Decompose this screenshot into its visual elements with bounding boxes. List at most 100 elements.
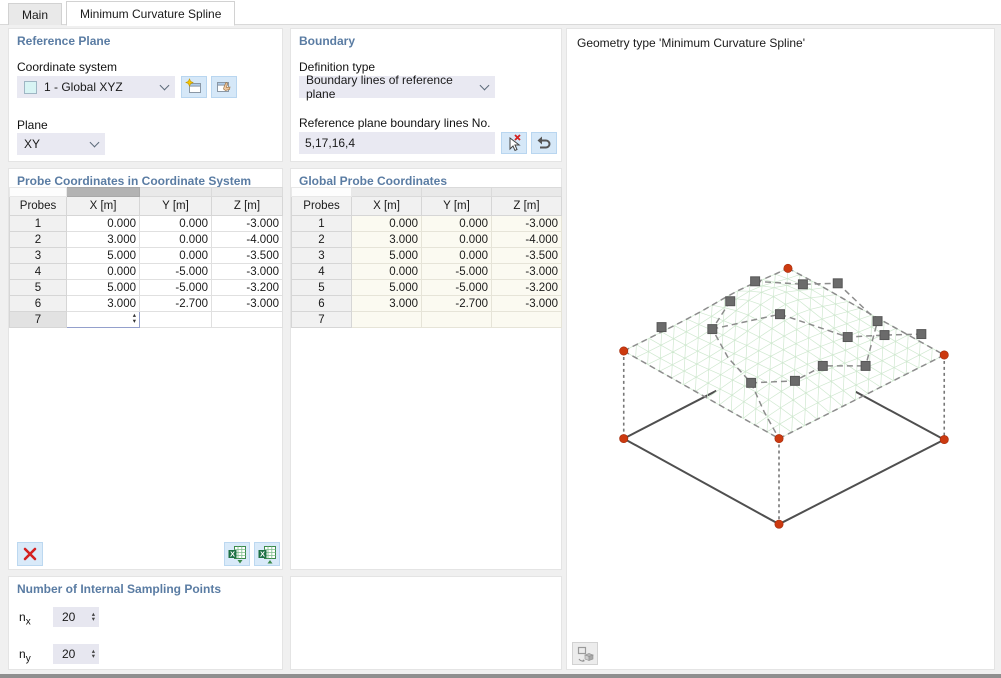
window-edit-hand-icon bbox=[217, 82, 231, 92]
tab-minimum-curvature-spline[interactable]: Minimum Curvature Spline bbox=[66, 1, 236, 26]
probe-row-number: 4 bbox=[291, 263, 352, 280]
probe-cell: -3.000 bbox=[491, 295, 562, 312]
probe-cell[interactable]: -3.000 bbox=[211, 215, 283, 232]
probe-cell[interactable] bbox=[211, 311, 283, 328]
export-excel-button[interactable]: X bbox=[224, 542, 250, 566]
probe-cell: 3.000 bbox=[351, 295, 422, 312]
probe-cell[interactable]: -5.000 bbox=[139, 279, 212, 296]
nx-stepper[interactable]: 20 ▴ ▾ bbox=[53, 607, 99, 627]
probe-cell[interactable]: -3.000 bbox=[211, 295, 283, 312]
edit-coordinate-system-button[interactable] bbox=[211, 76, 237, 98]
new-coordinate-system-button[interactable] bbox=[181, 76, 207, 98]
window-bottom-edge bbox=[0, 674, 1001, 678]
probe-cell[interactable] bbox=[139, 311, 212, 328]
probe-cell[interactable]: 0.000 bbox=[139, 215, 212, 232]
probe-row-number: 1 bbox=[291, 215, 352, 232]
probe-row-number[interactable]: 5 bbox=[9, 279, 67, 296]
delete-rows-button[interactable] bbox=[17, 542, 43, 566]
undo-arrow-icon bbox=[537, 136, 551, 149]
probe-marker bbox=[750, 276, 761, 287]
column-header[interactable]: Probes bbox=[9, 196, 67, 216]
ny-value: 20 bbox=[62, 647, 76, 661]
column-header: Y [m] bbox=[421, 196, 492, 216]
probe-cell: 0.000 bbox=[421, 231, 492, 248]
pick-lines-button[interactable] bbox=[501, 132, 527, 154]
tab-main[interactable]: Main bbox=[8, 3, 63, 25]
spinner-arrows-icon[interactable]: ▴ ▾ bbox=[91, 611, 95, 623]
corner-node-dot bbox=[774, 519, 784, 529]
definition-type-select[interactable]: Boundary lines of reference plane bbox=[299, 73, 495, 101]
probe-marker bbox=[707, 324, 718, 335]
ny-label: ny bbox=[19, 647, 31, 665]
table-row: 2 3.000 0.000 -4.000 bbox=[9, 231, 283, 248]
probe-row-number[interactable]: 4 bbox=[9, 263, 67, 280]
probe-cell[interactable]: -3.200 bbox=[211, 279, 283, 296]
probe-cell[interactable]: 0.000 bbox=[139, 231, 212, 248]
probe-row-number[interactable]: 7 bbox=[9, 311, 67, 328]
import-excel-button[interactable]: X bbox=[254, 542, 280, 566]
column-strip bbox=[421, 187, 492, 197]
spline-mesh bbox=[623, 267, 945, 439]
corner-node-dot bbox=[939, 350, 949, 360]
sampling-points-panel: Number of Internal Sampling Points nx 20… bbox=[8, 576, 283, 670]
geometry-viewport-panel[interactable]: Geometry type 'Minimum Curvature Spline' bbox=[566, 28, 995, 670]
table-row: 7 bbox=[291, 311, 562, 328]
column-header[interactable]: Y [m] bbox=[139, 196, 212, 216]
probe-cell bbox=[491, 311, 562, 328]
probe-row-number[interactable]: 1 bbox=[9, 215, 67, 232]
probe-marker bbox=[842, 332, 853, 343]
definition-type-value: Boundary lines of reference plane bbox=[306, 73, 453, 101]
spinner-arrows-icon[interactable]: ▴ ▾ bbox=[91, 648, 95, 660]
probe-cell[interactable]: 5.000 bbox=[66, 279, 140, 296]
probe-cell[interactable]: 5.000 bbox=[66, 247, 140, 264]
surface-boundary-dashed bbox=[623, 267, 789, 352]
geometry-type-title: Geometry type 'Minimum Curvature Spline' bbox=[577, 36, 805, 50]
boundary-lines-input[interactable]: 5,17,16,4 bbox=[299, 132, 495, 154]
probe-row-number[interactable]: 6 bbox=[9, 295, 67, 312]
plane-select[interactable]: XY bbox=[17, 133, 105, 155]
revert-button[interactable] bbox=[531, 132, 557, 154]
probe-cell[interactable]: 0.000 bbox=[66, 215, 140, 232]
probe-cell[interactable]: -3.000 bbox=[211, 263, 283, 280]
ny-stepper[interactable]: 20 ▴ ▾ bbox=[53, 644, 99, 664]
svg-text:X: X bbox=[230, 549, 235, 558]
chevron-down-icon bbox=[159, 80, 170, 91]
reset-view-button[interactable] bbox=[572, 642, 598, 665]
corner-node-dot bbox=[939, 435, 949, 445]
svg-text:X: X bbox=[260, 549, 265, 558]
probe-marker bbox=[872, 316, 883, 327]
probe-cell: 0.000 bbox=[421, 215, 492, 232]
column-header: Probes bbox=[291, 196, 352, 216]
spline-3d-preview[interactable] bbox=[567, 29, 994, 669]
probe-cell[interactable]: 0.000 bbox=[139, 247, 212, 264]
probe-cell[interactable]: 3.000 bbox=[66, 231, 140, 248]
probe-cell[interactable]: -2.700 bbox=[139, 295, 212, 312]
probe-cell[interactable]: 3.000 bbox=[66, 295, 140, 312]
probe-marker bbox=[860, 360, 871, 371]
probe-row-number[interactable]: 2 bbox=[9, 231, 67, 248]
table-row: 1 0.000 0.000 -3.000 bbox=[9, 215, 283, 232]
coordinate-system-select[interactable]: 1 - Global XYZ bbox=[17, 76, 175, 98]
spinner-arrows-icon[interactable]: ▴ ▾ bbox=[132, 312, 136, 325]
probe-cell[interactable]: -3.500 bbox=[211, 247, 283, 264]
probe-cell: -3.500 bbox=[491, 247, 562, 264]
interior-guide-dashed bbox=[750, 382, 780, 439]
probe-cell[interactable]: -5.000 bbox=[139, 263, 212, 280]
empty-panel bbox=[290, 576, 562, 670]
probe-coordinates-local-panel: Probe Coordinates in Coordinate System P… bbox=[8, 168, 283, 570]
coordinate-system-color-swatch bbox=[24, 80, 37, 94]
probe-cell: -4.000 bbox=[491, 231, 562, 248]
probe-cell[interactable]: -4.000 bbox=[211, 231, 283, 248]
column-header[interactable]: X [m] bbox=[66, 196, 140, 216]
probe-coordinates-global-table: Probes X [m] Y [m] Z [m] 1 0.000 0.000 -3.000 2 3… bbox=[291, 187, 562, 328]
coordinate-system-label: Coordinate system bbox=[17, 60, 118, 74]
boundary-lines-label: Reference plane boundary lines No. bbox=[299, 116, 491, 130]
probe-cell[interactable]: 0.000 bbox=[66, 263, 140, 280]
column-header[interactable]: Z [m] bbox=[211, 196, 283, 216]
probe-row-number[interactable]: 3 bbox=[9, 247, 67, 264]
sampling-points-title: Number of Internal Sampling Points bbox=[17, 582, 222, 596]
probe-cell[interactable]: ▴ ▾ bbox=[66, 311, 140, 328]
boundary-panel: Boundary Definition type Boundary lines … bbox=[290, 28, 562, 162]
surface-boundary-dashed bbox=[778, 354, 945, 440]
interior-guide-dashed bbox=[751, 365, 866, 384]
